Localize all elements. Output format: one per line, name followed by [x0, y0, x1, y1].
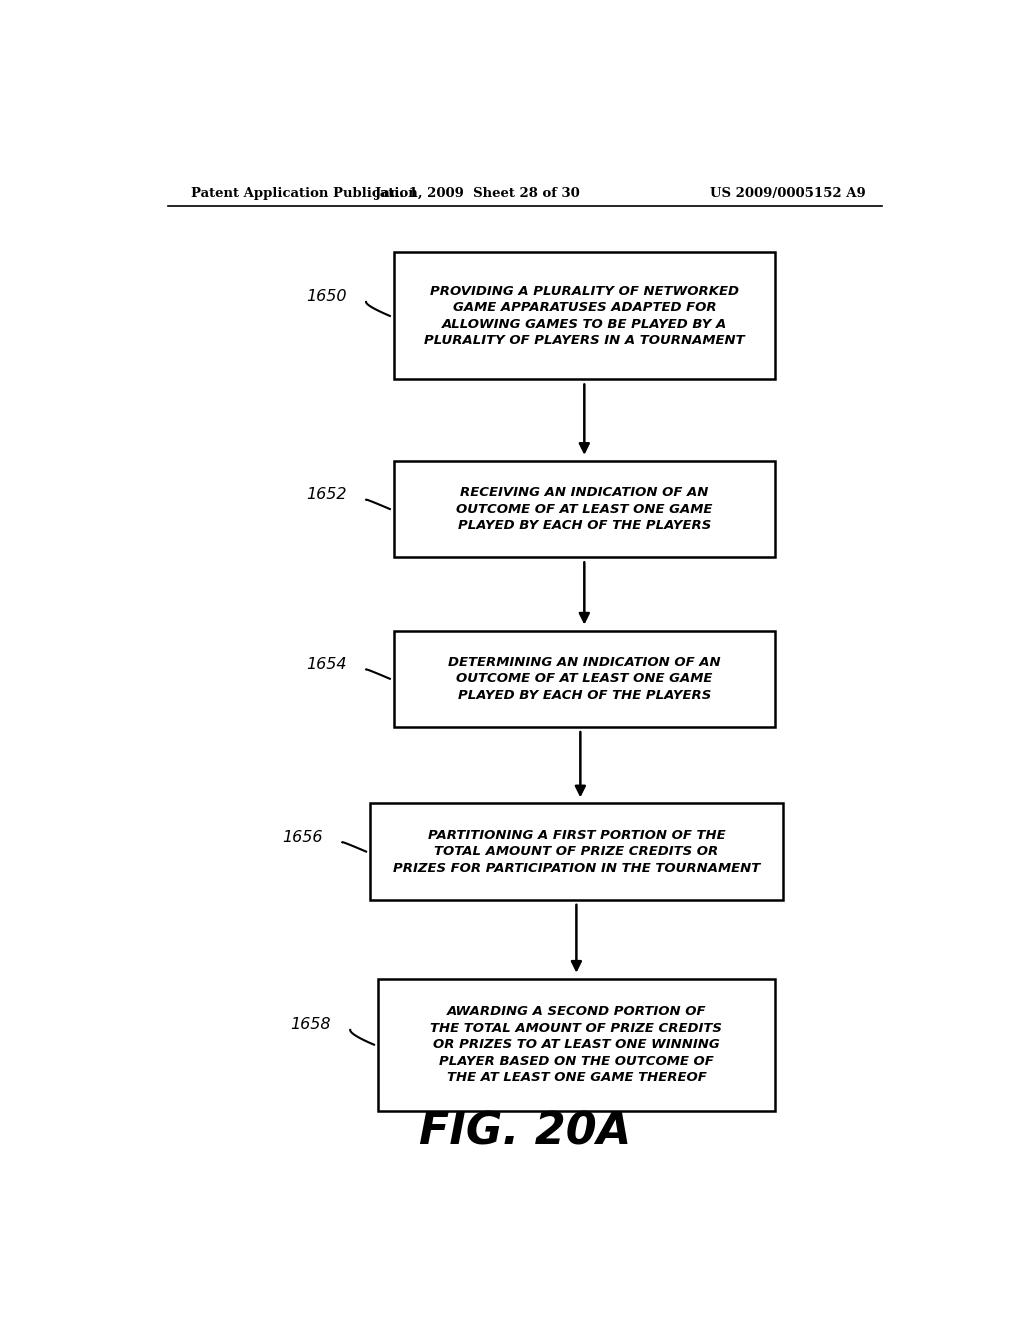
- Text: 1654: 1654: [306, 657, 346, 672]
- Text: PARTITIONING A FIRST PORTION OF THE
TOTAL AMOUNT OF PRIZE CREDITS OR
PRIZES FOR : PARTITIONING A FIRST PORTION OF THE TOTA…: [393, 829, 760, 875]
- Bar: [370, 804, 782, 900]
- Text: RECEIVING AN INDICATION OF AN
OUTCOME OF AT LEAST ONE GAME
PLAYED BY EACH OF THE: RECEIVING AN INDICATION OF AN OUTCOME OF…: [456, 486, 713, 532]
- Text: AWARDING A SECOND PORTION OF
THE TOTAL AMOUNT OF PRIZE CREDITS
OR PRIZES TO AT L: AWARDING A SECOND PORTION OF THE TOTAL A…: [430, 1006, 722, 1084]
- Text: US 2009/0005152 A9: US 2009/0005152 A9: [711, 187, 866, 201]
- Bar: [394, 252, 775, 379]
- Bar: [394, 461, 775, 557]
- Bar: [394, 631, 775, 727]
- Text: 1656: 1656: [282, 829, 323, 845]
- Text: Patent Application Publication: Patent Application Publication: [191, 187, 418, 201]
- Text: Jan. 1, 2009  Sheet 28 of 30: Jan. 1, 2009 Sheet 28 of 30: [375, 187, 580, 201]
- Text: FIG. 20A: FIG. 20A: [419, 1110, 631, 1154]
- Text: PROVIDING A PLURALITY OF NETWORKED
GAME APPARATUSES ADAPTED FOR
ALLOWING GAMES T: PROVIDING A PLURALITY OF NETWORKED GAME …: [424, 285, 744, 347]
- Bar: [378, 978, 775, 1110]
- Text: 1650: 1650: [306, 289, 346, 305]
- Text: DETERMINING AN INDICATION OF AN
OUTCOME OF AT LEAST ONE GAME
PLAYED BY EACH OF T: DETERMINING AN INDICATION OF AN OUTCOME …: [449, 656, 721, 702]
- Text: 1658: 1658: [290, 1018, 331, 1032]
- Text: 1652: 1652: [306, 487, 346, 502]
